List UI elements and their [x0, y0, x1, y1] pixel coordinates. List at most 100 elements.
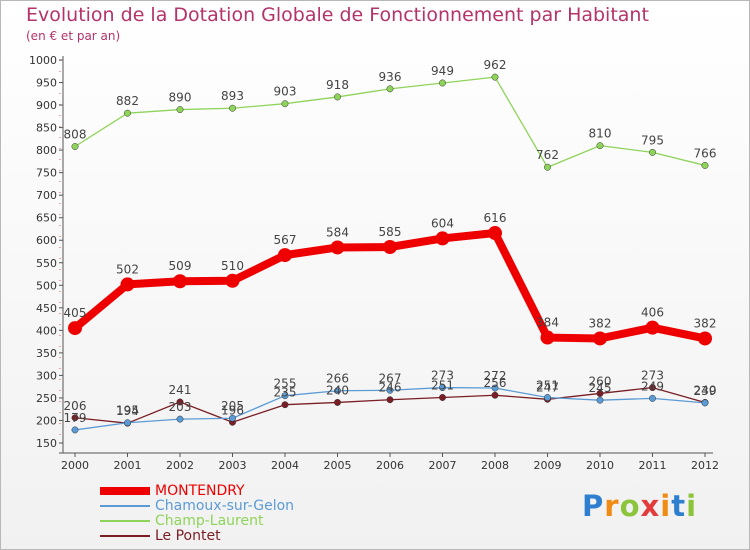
- y-tick-label: 850: [36, 122, 57, 135]
- legend-label: Le Pontet: [155, 528, 221, 544]
- data-label-le-pontet: 194: [116, 404, 139, 418]
- data-point-montendry: [645, 320, 660, 335]
- data-label-champ-laurent: 962: [484, 58, 507, 72]
- data-point-le-pontet: [386, 396, 394, 404]
- y-tick-label: 550: [36, 257, 57, 270]
- data-label-le-pontet: 260: [589, 374, 612, 388]
- data-label-champ-laurent: 890: [169, 91, 192, 105]
- data-point-chamoux-sur-gelon: [386, 386, 394, 394]
- data-point-chamoux-sur-gelon: [176, 415, 184, 423]
- x-tick-label: 2002: [166, 459, 194, 472]
- data-label-le-pontet: 206: [64, 399, 87, 413]
- data-point-chamoux-sur-gelon: [544, 394, 551, 401]
- data-label-champ-laurent: 795: [641, 133, 664, 147]
- logo-letter: P: [582, 489, 605, 523]
- data-point-champ-laurent: [281, 100, 289, 108]
- logo-letter: i: [686, 489, 698, 523]
- y-tick-label: 450: [36, 302, 57, 315]
- data-point-chamoux-sur-gelon: [491, 384, 499, 392]
- y-tick-label: 1000: [29, 54, 57, 67]
- data-label-chamoux-sur-gelon: 195: [116, 404, 139, 418]
- y-tick-label: 950: [36, 77, 57, 90]
- data-point-champ-laurent: [71, 143, 79, 150]
- data-label-champ-laurent: 903: [274, 85, 297, 99]
- data-label-montendry: 585: [379, 225, 402, 239]
- data-point-montendry: [593, 331, 607, 346]
- y-tick-label: 800: [36, 144, 57, 157]
- data-point-montendry: [435, 231, 450, 246]
- data-label-champ-laurent: 918: [326, 78, 349, 92]
- legend-swatch: [100, 505, 150, 507]
- data-label-le-pontet: 256: [484, 376, 507, 390]
- logo-letter: t: [671, 489, 687, 523]
- legend-label: Champ-Laurent: [155, 513, 264, 529]
- y-tick-label: 750: [36, 167, 57, 180]
- data-label-le-pontet: 246: [379, 381, 402, 395]
- data-point-le-pontet: [596, 389, 604, 397]
- y-tick-label: 600: [36, 234, 57, 247]
- proxiti-logo: Proxiti: [582, 489, 697, 523]
- data-point-champ-laurent: [439, 79, 446, 87]
- data-point-champ-laurent: [334, 93, 341, 101]
- data-label-montendry: 567: [274, 233, 297, 247]
- data-label-montendry: 406: [641, 306, 664, 320]
- data-label-chamoux-sur-gelon: 255: [274, 377, 297, 391]
- data-label-chamoux-sur-gelon: 249: [641, 379, 664, 393]
- data-point-montendry: [68, 321, 82, 336]
- x-tick-label: 2007: [429, 459, 457, 472]
- data-point-chamoux-sur-gelon: [596, 396, 604, 404]
- data-point-le-pontet: [71, 414, 79, 422]
- y-tick-label: 650: [36, 212, 57, 225]
- chart-subtitle: (en € et par an): [26, 29, 121, 43]
- legend-swatch: [100, 520, 150, 522]
- data-label-champ-laurent: 810: [589, 127, 612, 141]
- data-label-chamoux-sur-gelon: 245: [589, 381, 612, 395]
- data-point-champ-laurent: [544, 163, 551, 171]
- y-tick-label: 400: [36, 324, 57, 337]
- data-label-le-pontet: 273: [641, 369, 664, 383]
- data-point-chamoux-sur-gelon: [281, 392, 289, 400]
- data-point-le-pontet: [334, 398, 341, 406]
- data-point-montendry: [173, 274, 187, 289]
- data-point-le-pontet: [439, 394, 446, 401]
- data-point-champ-laurent: [491, 73, 499, 81]
- data-label-le-pontet: 251: [431, 378, 454, 392]
- x-tick-label: 2009: [534, 459, 562, 472]
- data-label-chamoux-sur-gelon: 179: [64, 411, 87, 425]
- data-label-le-pontet: 235: [274, 386, 297, 400]
- data-label-chamoux-sur-gelon: 239: [694, 384, 717, 398]
- data-label-le-pontet: 196: [221, 403, 244, 417]
- data-point-chamoux-sur-gelon: [649, 394, 656, 402]
- data-label-le-pontet: 240: [694, 383, 717, 397]
- x-tick-label: 2003: [219, 459, 247, 472]
- data-point-le-pontet: [649, 384, 656, 392]
- y-tick-label: 700: [36, 189, 57, 202]
- y-tick-label: 500: [36, 279, 57, 292]
- y-tick-label: 900: [36, 99, 57, 112]
- logo-letter: i: [660, 489, 672, 523]
- y-tick-label: 200: [36, 414, 57, 427]
- data-label-champ-laurent: 893: [221, 89, 244, 103]
- x-tick-label: 2001: [114, 459, 142, 472]
- x-tick-label: 2012: [691, 459, 719, 472]
- data-point-montendry: [488, 226, 502, 241]
- x-tick-label: 2004: [271, 459, 299, 472]
- data-label-champ-laurent: 882: [116, 94, 139, 108]
- chart-title: Evolution de la Dotation Globale de Fonc…: [26, 4, 649, 26]
- data-label-montendry: 616: [484, 211, 507, 225]
- data-label-champ-laurent: 766: [694, 146, 717, 160]
- data-point-montendry: [225, 273, 240, 288]
- logo-letter: r: [604, 489, 620, 523]
- legend-swatch: [100, 487, 150, 495]
- x-tick-label: 2010: [586, 459, 614, 472]
- y-tick-label: 250: [36, 392, 57, 405]
- y-tick-label: 150: [36, 437, 57, 450]
- data-point-chamoux-sur-gelon: [701, 399, 709, 407]
- logo-letter: x: [640, 489, 661, 523]
- data-point-chamoux-sur-gelon: [124, 419, 131, 427]
- data-label-chamoux-sur-gelon: 267: [379, 371, 402, 385]
- data-label-chamoux-sur-gelon: 272: [484, 369, 507, 383]
- data-point-montendry: [540, 330, 555, 345]
- y-tick-label: 300: [36, 369, 57, 382]
